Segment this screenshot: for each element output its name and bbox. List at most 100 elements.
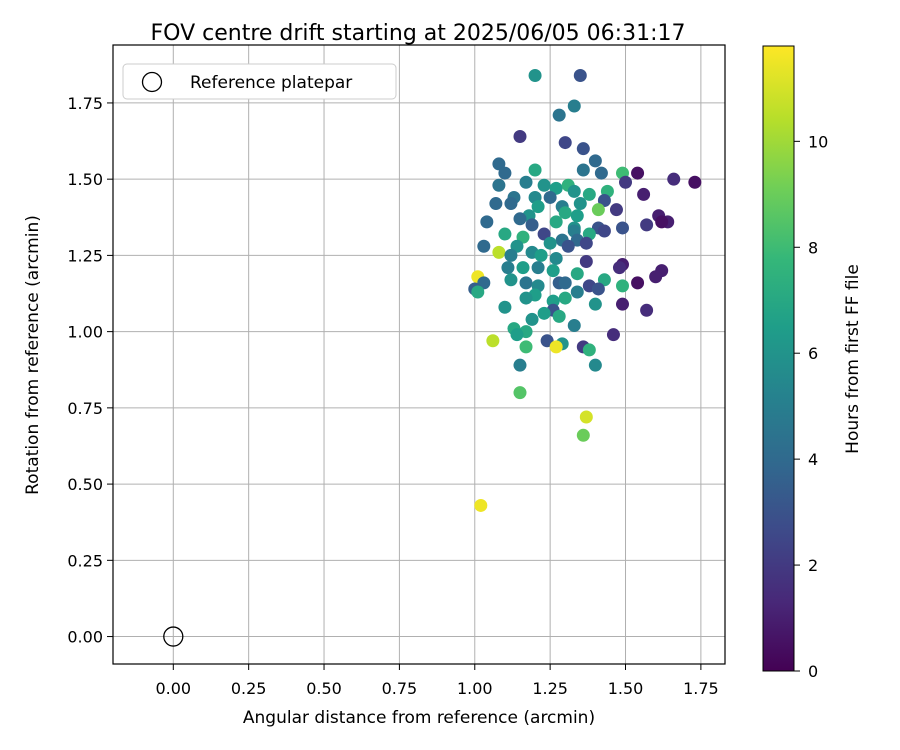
scatter-point <box>498 166 512 180</box>
scatter-point <box>537 306 551 320</box>
scatter-points <box>468 68 702 512</box>
scatter-point <box>513 386 527 400</box>
scatter-point <box>579 410 593 424</box>
scatter-point <box>597 273 611 287</box>
scatter-point <box>576 163 590 177</box>
scatter-point <box>552 108 566 122</box>
scatter-point <box>537 178 551 192</box>
colorbar-ticks: 0 2 4 6 8 10 <box>794 132 828 681</box>
x-tick-label: 1.75 <box>683 679 719 698</box>
scatter-point <box>631 276 645 290</box>
scatter-point <box>637 187 651 201</box>
scatter-point <box>588 154 602 168</box>
scatter-point <box>549 215 563 229</box>
scatter-point <box>582 187 596 201</box>
scatter-point <box>486 334 500 348</box>
scatter-point <box>615 221 629 235</box>
scatter-point <box>474 498 488 512</box>
scatter-point <box>492 245 506 259</box>
scatter-point <box>543 236 557 250</box>
colorbar-gradient <box>762 45 795 672</box>
scatter-point <box>573 197 587 211</box>
scatter-point <box>498 227 512 241</box>
colorbar-label: Hours from first FF file <box>843 264 863 454</box>
colorbar-tick-label: 2 <box>808 556 818 575</box>
scatter-point <box>513 358 527 372</box>
scatter-point <box>606 328 620 342</box>
scatter-point <box>504 248 518 262</box>
scatter-point <box>567 99 581 113</box>
scatter-point <box>492 157 506 171</box>
x-tick-label: 1.00 <box>457 679 493 698</box>
scatter-point <box>612 261 626 275</box>
colorbar-tick-label: 4 <box>808 450 818 469</box>
scatter-point <box>667 172 681 186</box>
scatter-point <box>519 175 533 189</box>
scatter-point <box>640 218 654 232</box>
grid-lines <box>113 45 725 664</box>
scatter-point <box>480 215 494 229</box>
colorbar: 0 2 4 6 8 10 Hours from first FF file <box>762 45 863 681</box>
legend: Reference platepar <box>122 63 397 100</box>
scatter-point <box>588 358 602 372</box>
scatter-point <box>519 276 533 290</box>
y-axis-ticks: 0.00 0.25 0.50 0.75 1.00 1.25 1.50 1.75 <box>67 94 113 647</box>
scatter-point <box>570 267 584 281</box>
scatter-point <box>525 312 539 326</box>
scatter-point <box>567 184 581 198</box>
scatter-point <box>640 303 654 317</box>
scatter-point <box>543 190 557 204</box>
y-tick-label: 1.00 <box>67 323 103 342</box>
scatter-point <box>516 230 530 244</box>
scatter-point <box>546 294 560 308</box>
scatter-point <box>567 319 581 333</box>
scatter-point <box>504 197 518 211</box>
scatter-point <box>558 206 572 220</box>
y-tick-label: 0.00 <box>67 628 103 647</box>
scatter-point <box>576 142 590 156</box>
x-tick-label: 0.75 <box>382 679 418 698</box>
scatter-point <box>525 218 539 232</box>
scatter-point <box>561 239 575 253</box>
reference-point <box>163 626 184 647</box>
scatter-point <box>619 175 633 189</box>
x-tick-label: 0.50 <box>306 679 342 698</box>
legend-box <box>122 63 397 100</box>
y-tick-label: 0.75 <box>67 399 103 418</box>
scatter-point <box>513 129 527 143</box>
scatter-point <box>570 209 584 223</box>
scatter-point <box>552 309 566 323</box>
scatter-point <box>504 273 518 287</box>
scatter-point <box>558 136 572 150</box>
scatter-point <box>471 285 485 299</box>
scatter-point <box>576 428 590 442</box>
scatter-point <box>688 175 702 189</box>
scatter-point <box>573 68 587 82</box>
colorbar-tick-label: 8 <box>808 238 818 257</box>
legend-label: Reference platepar <box>190 73 352 93</box>
x-tick-label: 1.50 <box>608 679 644 698</box>
scatter-point <box>528 163 542 177</box>
scatter-point <box>549 251 563 265</box>
scatter-point <box>549 340 563 354</box>
scatter-point <box>519 340 533 354</box>
y-tick-label: 1.25 <box>67 246 103 265</box>
y-tick-label: 1.75 <box>67 94 103 113</box>
plot-area <box>112 44 726 665</box>
scatter-point <box>498 300 512 314</box>
scatter-point <box>528 68 542 82</box>
x-tick-label: 0.25 <box>231 679 267 698</box>
chart-title: FOV centre drift starting at 2025/06/05 … <box>151 21 686 46</box>
scatter-point <box>570 285 584 299</box>
scatter-point <box>649 270 663 284</box>
scatter-point <box>558 291 572 305</box>
reference-marker <box>163 626 184 647</box>
y-tick-label: 0.50 <box>67 475 103 494</box>
x-tick-label: 0.00 <box>155 679 191 698</box>
scatter-point <box>537 227 551 241</box>
scatter-point <box>531 200 545 214</box>
x-axis-label: Angular distance from reference (arcmin) <box>243 708 595 728</box>
colorbar-tick-label: 6 <box>808 344 818 363</box>
scatter-point <box>579 236 593 250</box>
